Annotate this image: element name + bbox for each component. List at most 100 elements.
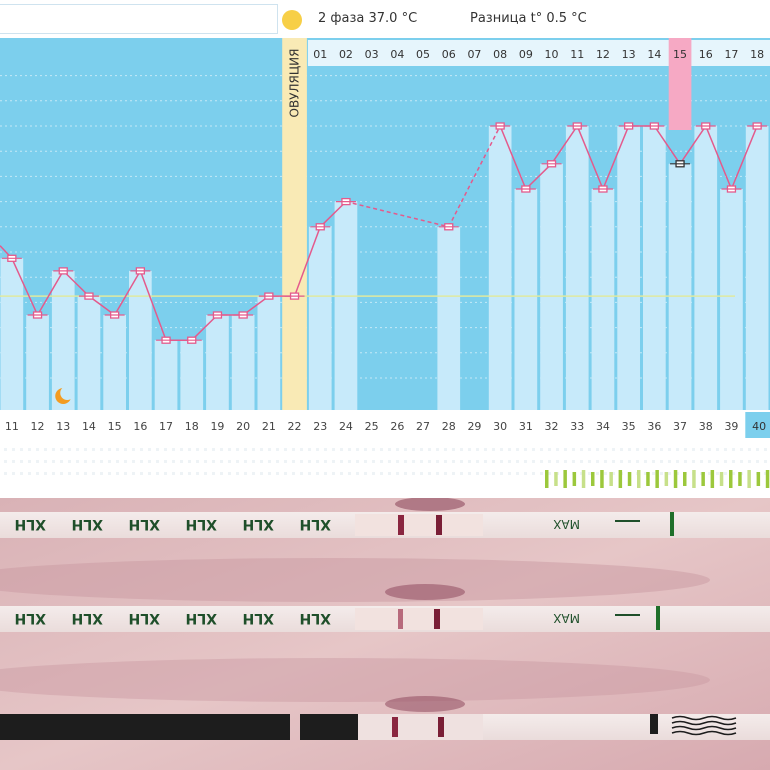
temperature-bar[interactable]	[514, 189, 538, 410]
cycle-day-label[interactable]: 29	[467, 420, 481, 433]
phase-day-label: 14	[647, 48, 661, 61]
cycle-day-label[interactable]: 11	[5, 420, 19, 433]
cycle-day-label[interactable]: 18	[185, 420, 199, 433]
ovulation-band[interactable]	[282, 38, 307, 410]
cycle-day-label[interactable]: 12	[31, 420, 45, 433]
cycle-day-label[interactable]: 38	[699, 420, 713, 433]
svg-text:XLH: XLH	[186, 516, 217, 532]
chart-background	[0, 38, 770, 410]
temperature-bar[interactable]	[565, 126, 589, 410]
svg-text:XLH: XLH	[15, 516, 46, 532]
temperature-bar[interactable]	[334, 201, 358, 410]
dotted-rows	[4, 448, 767, 475]
test-strip	[0, 696, 770, 740]
temperature-bar[interactable]	[668, 163, 692, 410]
cycle-day-label[interactable]: 35	[622, 420, 636, 433]
cycle-day-label[interactable]: 19	[210, 420, 224, 433]
green-marks	[545, 470, 770, 488]
cycle-day-label[interactable]: 33	[570, 420, 584, 433]
phase-day-label: 03	[365, 48, 379, 61]
cycle-day-label[interactable]: 28	[442, 420, 456, 433]
cycle-day-label[interactable]: 37	[673, 420, 687, 433]
phase-day-label: 17	[724, 48, 738, 61]
temperature-bar[interactable]	[129, 270, 152, 410]
temperature-bar[interactable]	[257, 296, 281, 410]
svg-text:XLH: XLH	[186, 610, 217, 626]
temperature-bar[interactable]	[540, 163, 563, 410]
temperature-bar[interactable]	[154, 340, 178, 410]
cycle-day-label[interactable]: 32	[545, 420, 559, 433]
temperature-difference-label: Разница t° 0.5 °C	[470, 11, 587, 26]
cycle-day-label[interactable]: 13	[56, 420, 70, 433]
cycle-day-label[interactable]: 31	[519, 420, 533, 433]
phase-day-label: 02	[339, 48, 353, 61]
cycle-day-label[interactable]: 15	[108, 420, 122, 433]
cycle-day-label[interactable]: 21	[262, 420, 276, 433]
phase-day-label: 07	[467, 48, 481, 61]
temperature-bar[interactable]	[591, 189, 615, 410]
temperature-bar[interactable]	[103, 315, 126, 410]
svg-text:XLH: XLH	[129, 516, 160, 532]
cycle-day-label[interactable]: 14	[82, 420, 96, 433]
temperature-bar[interactable]	[617, 126, 640, 410]
moon-icon	[55, 386, 75, 404]
temperature-bar[interactable]	[308, 226, 332, 410]
sun-icon	[282, 10, 302, 30]
svg-text:XLH: XLH	[72, 610, 103, 626]
cycle-day-label[interactable]: 36	[647, 420, 661, 433]
svg-text:XLH: XLH	[243, 610, 274, 626]
temperature-bar[interactable]	[437, 226, 461, 410]
phase-day-label: 05	[416, 48, 430, 61]
cycle-day-label[interactable]: 17	[159, 420, 173, 433]
temperature-bar[interactable]	[720, 189, 743, 410]
cycle-day-label[interactable]: 16	[133, 420, 147, 433]
temperature-bar[interactable]	[51, 270, 75, 410]
phase-label: 2 фаза 37.0 °C	[318, 11, 418, 26]
phase-day-label: 08	[493, 48, 507, 61]
cycle-day-label[interactable]: 27	[416, 420, 430, 433]
temperature-bar[interactable]	[694, 126, 718, 410]
temperature-bar[interactable]	[643, 126, 666, 410]
phase-day-label: 11	[570, 48, 584, 61]
phase-day-label: 12	[596, 48, 610, 61]
phase-day-labels: 01 02 03 04 05 06 07 08 09 10 11 12 13 14 15 16 17 18	[313, 40, 764, 66]
top-bar: 2 фаза 37.0 °C Разница t° 0.5 °C	[0, 0, 770, 38]
cycle-day-label[interactable]: 34	[596, 420, 610, 433]
temperature-bar[interactable]	[0, 258, 24, 410]
temperature-bar[interactable]	[231, 315, 255, 410]
cycle-day-label[interactable]: 20	[236, 420, 250, 433]
phase-day-label: 09	[519, 48, 533, 61]
cycle-day-label[interactable]: 40	[752, 420, 766, 433]
temperature-points	[1, 122, 768, 344]
cycle-day-label[interactable]: 30	[493, 420, 507, 433]
cycle-day-label[interactable]: 22	[288, 420, 302, 433]
phase-day-label: 04	[390, 48, 404, 61]
cycle-day-label[interactable]: 25	[365, 420, 379, 433]
temperature-bar[interactable]	[745, 126, 769, 410]
svg-text:XLH: XLH	[72, 516, 103, 532]
svg-text:MAX: MAX	[553, 517, 580, 531]
temperature-bar[interactable]	[206, 315, 229, 410]
svg-text:XLH: XLH	[300, 610, 331, 626]
cycle-day-label[interactable]: 26	[390, 420, 404, 433]
cycle-day-axis: 11 12 13 14 15 16 17 18 19 20 21 22 23 24 25 26 27 28 29 30…	[0, 410, 770, 440]
phase-day-label: 01	[313, 48, 327, 61]
temperature-bar[interactable]	[77, 296, 101, 410]
top-left-box	[0, 4, 278, 34]
phase-day-label: 13	[622, 48, 636, 61]
temperature-bar[interactable]	[26, 315, 49, 410]
ovulation-test-strips-photo: XLH XLH XLH XLH XLH XLH MAX XLH XLH XLH XLH XLH XLH M…	[0, 498, 770, 770]
svg-text:XLH: XLH	[243, 516, 274, 532]
svg-text:XLH: XLH	[15, 610, 46, 626]
temperature-bar[interactable]	[180, 340, 204, 410]
phase-day-label: 06	[442, 48, 456, 61]
cycle-day-label[interactable]: 24	[339, 420, 353, 433]
temperature-bar[interactable]	[488, 126, 512, 410]
phase-day-label: 16	[699, 48, 713, 61]
phase-day-header	[307, 40, 770, 66]
cycle-day-label[interactable]: 39	[724, 420, 738, 433]
svg-text:MAX: MAX	[553, 611, 580, 625]
fertility-marks-row	[0, 440, 770, 498]
test-strip: XLH XLH XLH XLH XLH XLH MAX	[0, 584, 770, 632]
cycle-day-label[interactable]: 23	[313, 420, 327, 433]
